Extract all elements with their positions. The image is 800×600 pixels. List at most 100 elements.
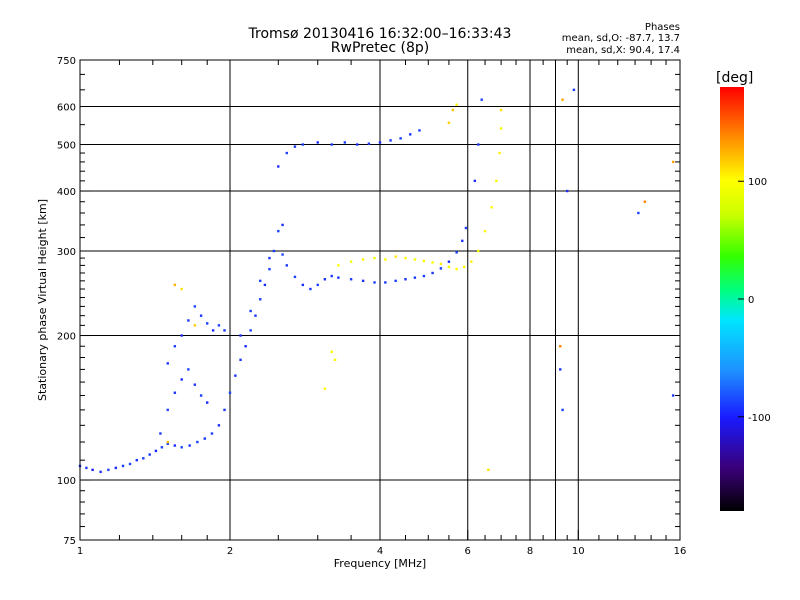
data-point-o-mode [349,278,353,281]
data-point-x-mode [483,229,487,233]
data-point-x-mode [173,283,177,287]
data-point-x-mode [455,267,458,271]
plot-axes: 1 2 4 6 8 10 16 75 100 200 300 400 500 600 750 [57,56,686,557]
data-point-x-mode [499,108,503,112]
data-point-o-mode [223,329,226,332]
data-point-o-mode [268,267,271,271]
data-point-o-mode [239,358,242,362]
data-point-x-mode [422,259,426,263]
data-point-o-mode [193,305,197,308]
data-point-x-mode [404,256,407,260]
data-point-o-mode [285,264,288,267]
x-tick-label: 10 [572,546,585,557]
colorbar-tick-label: -100 [748,413,771,424]
data-point-o-mode [285,151,288,155]
data-point-o-mode [480,98,483,101]
data-point-o-mode [239,334,242,337]
x-tick-label: 16 [674,546,687,557]
data-point-o-mode [389,139,392,142]
data-point-o-mode [565,189,569,193]
data-point-o-mode [431,271,434,275]
data-point-o-mode [409,133,412,136]
data-point-x-mode [431,261,434,264]
data-point-o-mode [422,274,426,278]
data-point-x-mode [447,265,451,269]
data-point-o-mode [404,278,407,281]
data-point-o-mode [180,334,183,337]
data-point-o-mode [128,462,132,466]
data-point-o-mode [637,211,640,215]
data-point-x-mode [439,262,443,266]
data-point-o-mode [309,287,312,291]
data-point-x-mode [671,160,675,164]
y-tick-label: 200 [57,332,76,343]
data-point-x-mode [559,345,562,348]
data-point-o-mode [173,345,177,348]
data-point-o-mode [173,391,177,394]
data-point-o-mode [373,281,376,284]
y-tick-label: 750 [57,56,76,67]
data-point-o-mode [187,368,190,371]
data-point-o-mode [166,442,169,445]
chart-title: Tromsø 20130416 16:32:00–16:33:43 [248,26,512,42]
data-point-o-mode [199,314,203,317]
data-point-o-mode [293,145,297,148]
data-point-o-mode [281,223,284,227]
x-tick-label: 2 [227,546,233,557]
data-point-o-mode [384,281,387,284]
data-point-x-mode [487,468,490,472]
data-point-x-mode [643,200,647,203]
data-point-x-mode [166,440,169,444]
data-point-x-mode [490,206,493,209]
data-point-o-mode [173,444,177,447]
data-point-x-mode [330,350,333,353]
y-tick-label: 400 [57,187,76,198]
data-point-o-mode [461,239,464,243]
data-point-o-mode [343,141,347,144]
data-point-o-mode [301,143,305,146]
data-point-o-mode [154,449,158,453]
data-point-o-mode [561,408,564,412]
data-point-o-mode [228,391,232,394]
data-point-o-mode [259,298,262,301]
data-point-o-mode [205,322,209,325]
y-tick-label: 100 [57,476,76,487]
data-point-o-mode [107,468,110,472]
data-point-o-mode [477,143,480,146]
data-point-o-mode [223,408,226,412]
data-point-x-mode [499,127,503,130]
x-axis-label: Frequency [MHz] [334,557,426,570]
data-point-x-mode [495,179,498,183]
data-point-o-mode [272,249,276,253]
data-point-o-mode [159,432,162,435]
data-point-o-mode [439,267,443,270]
data-point-o-mode [473,179,477,183]
data-point-o-mode [447,260,451,263]
data-point-o-mode [277,229,280,233]
data-point-x-mode [413,258,417,261]
data-point-x-mode [337,264,340,267]
data-point-x-mode [193,324,197,327]
data-point-o-mode [263,283,267,287]
data-point-o-mode [114,466,118,470]
data-point-o-mode [85,466,88,470]
data-point-o-mode [121,464,125,468]
data-point-o-mode [148,453,151,456]
y-axis-label: Stationary phase Virtual Height [km] [36,199,49,401]
data-point-o-mode [249,309,252,313]
data-point-o-mode [367,142,371,145]
data-point-x-mode [384,258,387,261]
data-point-o-mode [355,143,359,146]
data-point-x-mode [333,358,337,362]
data-point-x-mode [498,151,501,155]
chart-subtitle: RwPretec (8p) [330,40,430,56]
colorbar-tick-label: 100 [748,177,767,188]
data-point-x-mode [447,121,451,124]
y-tick-label: 300 [57,247,76,258]
data-point-o-mode [572,88,576,92]
x-tick-label: 6 [465,546,471,557]
data-point-o-mode [394,279,397,283]
data-point-o-mode [259,279,262,283]
data-points [78,88,675,474]
